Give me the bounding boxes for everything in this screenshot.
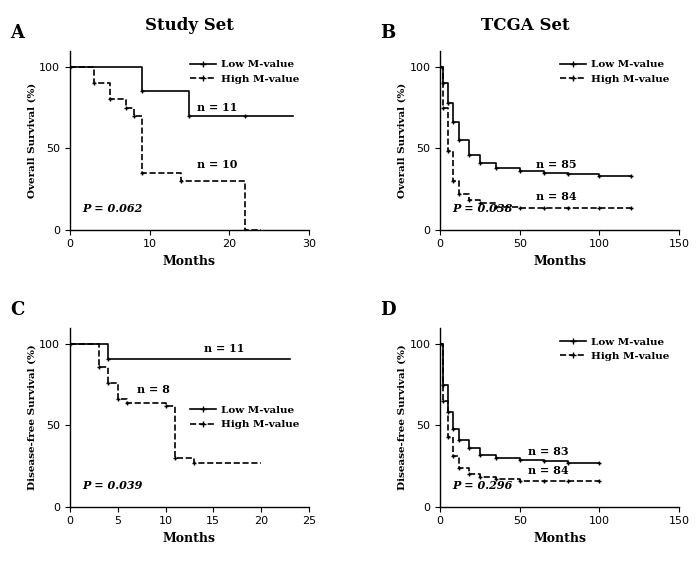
Legend: Low M-value, High M-value: Low M-value, High M-value (186, 56, 304, 88)
X-axis label: Months: Months (163, 532, 216, 545)
Text: D: D (381, 301, 396, 319)
Text: A: A (10, 24, 25, 42)
Text: Study Set: Study Set (145, 17, 233, 34)
Text: P = 0.039: P = 0.039 (82, 480, 142, 491)
Y-axis label: Overall Survival (%): Overall Survival (%) (27, 82, 36, 198)
Y-axis label: Overall Survival (%): Overall Survival (%) (398, 82, 407, 198)
Y-axis label: Disease-free Survival (%): Disease-free Survival (%) (27, 345, 36, 490)
Text: n = 85: n = 85 (536, 159, 576, 169)
Text: n = 11: n = 11 (204, 343, 244, 354)
Text: n = 8: n = 8 (137, 384, 169, 395)
Text: n = 11: n = 11 (197, 102, 238, 113)
Y-axis label: Disease-free Survival (%): Disease-free Survival (%) (398, 345, 407, 490)
Text: n = 83: n = 83 (528, 446, 568, 457)
X-axis label: Months: Months (533, 532, 586, 545)
Text: n = 84: n = 84 (528, 465, 568, 476)
Text: TCGA Set: TCGA Set (481, 17, 569, 34)
Legend: Low M-value, High M-value: Low M-value, High M-value (556, 56, 674, 88)
Text: C: C (10, 301, 25, 319)
Text: P = 0.038: P = 0.038 (452, 203, 512, 213)
Legend: Low M-value, High M-value: Low M-value, High M-value (556, 333, 674, 365)
Text: n = 10: n = 10 (197, 159, 238, 169)
Legend: Low M-value, High M-value: Low M-value, High M-value (186, 401, 304, 434)
Text: n = 84: n = 84 (536, 191, 576, 202)
Text: P = 0.296: P = 0.296 (452, 480, 512, 491)
X-axis label: Months: Months (163, 255, 216, 268)
X-axis label: Months: Months (533, 255, 586, 268)
Text: P = 0.062: P = 0.062 (82, 203, 142, 213)
Text: B: B (381, 24, 395, 42)
